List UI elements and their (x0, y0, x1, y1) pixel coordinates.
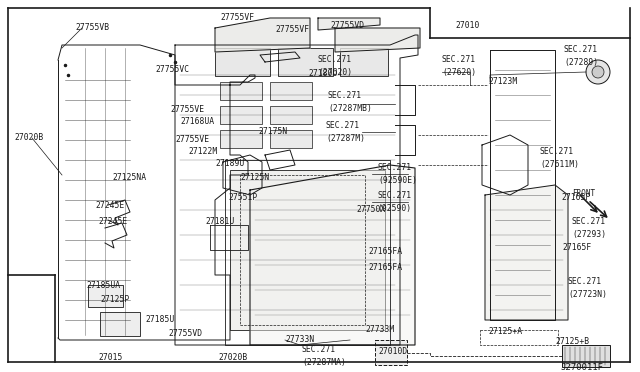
Text: (92590E): (92590E) (378, 176, 417, 185)
Bar (88, 285, 123, 307)
Bar (220, 106, 262, 124)
Text: (27620): (27620) (442, 67, 476, 77)
Text: (27287MA): (27287MA) (302, 357, 346, 366)
Text: 27010D: 27010D (378, 347, 407, 356)
Text: 27165FA: 27165FA (368, 263, 402, 273)
Circle shape (586, 60, 610, 84)
Bar (270, 130, 312, 148)
Text: 27010: 27010 (455, 20, 479, 29)
Bar (270, 82, 312, 100)
Text: SEC.271: SEC.271 (326, 122, 360, 131)
Text: 27755VC: 27755VC (155, 65, 189, 74)
Text: (27287MB): (27287MB) (328, 103, 372, 112)
Bar (562, 345, 610, 367)
Bar (375, 340, 407, 365)
Text: 27755VF: 27755VF (220, 13, 254, 22)
Text: SEC.271: SEC.271 (302, 346, 336, 355)
Text: 27181U: 27181U (205, 218, 234, 227)
Text: SEC.271: SEC.271 (378, 164, 412, 173)
Text: (92590): (92590) (377, 203, 411, 212)
Text: SEC.271: SEC.271 (572, 218, 606, 227)
Polygon shape (215, 18, 310, 52)
Text: 27245E: 27245E (98, 218, 127, 227)
Text: 27755VD: 27755VD (168, 328, 202, 337)
Text: 27185U: 27185U (145, 315, 174, 324)
Bar (220, 82, 262, 100)
Text: 27165FA: 27165FA (368, 247, 402, 257)
Text: 27015: 27015 (98, 353, 122, 362)
Text: 27185UA: 27185UA (86, 280, 120, 289)
Bar (220, 130, 262, 148)
Text: SEC.271: SEC.271 (442, 55, 476, 64)
Text: 27123M: 27123M (488, 77, 517, 87)
Bar (278, 48, 333, 76)
Bar (100, 312, 140, 336)
Text: SEC.271: SEC.271 (568, 278, 602, 286)
Text: SEC.271: SEC.271 (318, 55, 352, 64)
Text: 27755VE: 27755VE (170, 106, 204, 115)
Text: 27755VF: 27755VF (275, 26, 309, 35)
Text: (27723N): (27723N) (568, 289, 607, 298)
Text: 27125+B: 27125+B (555, 337, 589, 346)
Text: (27289): (27289) (564, 58, 598, 67)
Bar (230, 170, 385, 330)
Text: 27125NA: 27125NA (112, 173, 146, 183)
Bar (215, 48, 270, 76)
Text: (27287M): (27287M) (326, 134, 365, 142)
Polygon shape (318, 18, 380, 30)
Text: SEC.271: SEC.271 (540, 148, 574, 157)
Bar (270, 106, 312, 124)
Text: (27620): (27620) (318, 67, 352, 77)
Text: 27125+A: 27125+A (488, 327, 522, 337)
Text: 27733N: 27733N (285, 336, 314, 344)
Text: 27755VE: 27755VE (175, 135, 209, 144)
Text: 27750X: 27750X (356, 205, 385, 215)
Text: 27755VD: 27755VD (330, 20, 364, 29)
Text: 27180U: 27180U (308, 68, 337, 77)
Text: 27125P: 27125P (100, 295, 129, 305)
Polygon shape (335, 28, 420, 52)
Text: 27165F: 27165F (562, 244, 591, 253)
Text: 27168UA: 27168UA (180, 118, 214, 126)
Text: SEC.271: SEC.271 (377, 192, 411, 201)
Text: FRONT: FRONT (572, 189, 595, 198)
Circle shape (592, 66, 604, 78)
Text: SEC.271: SEC.271 (564, 45, 598, 55)
Polygon shape (250, 165, 415, 345)
Bar (340, 48, 388, 76)
Text: 27551P: 27551P (228, 193, 257, 202)
Text: 27189U: 27189U (215, 160, 244, 169)
Text: 27020B: 27020B (14, 134, 44, 142)
Text: 27125N: 27125N (240, 173, 269, 183)
Text: J270011F: J270011F (560, 363, 603, 372)
Text: SEC.271: SEC.271 (328, 92, 362, 100)
Text: 27122M: 27122M (188, 148, 217, 157)
Text: 27755VB: 27755VB (75, 23, 109, 32)
Text: 27733M: 27733M (365, 326, 394, 334)
Text: 27245E: 27245E (95, 201, 124, 209)
Polygon shape (485, 185, 568, 320)
Text: 27175N: 27175N (258, 128, 287, 137)
Text: (27611M): (27611M) (540, 160, 579, 169)
Text: (27293): (27293) (572, 230, 606, 238)
Text: 27020B: 27020B (218, 353, 247, 362)
Text: 27165F: 27165F (561, 193, 590, 202)
